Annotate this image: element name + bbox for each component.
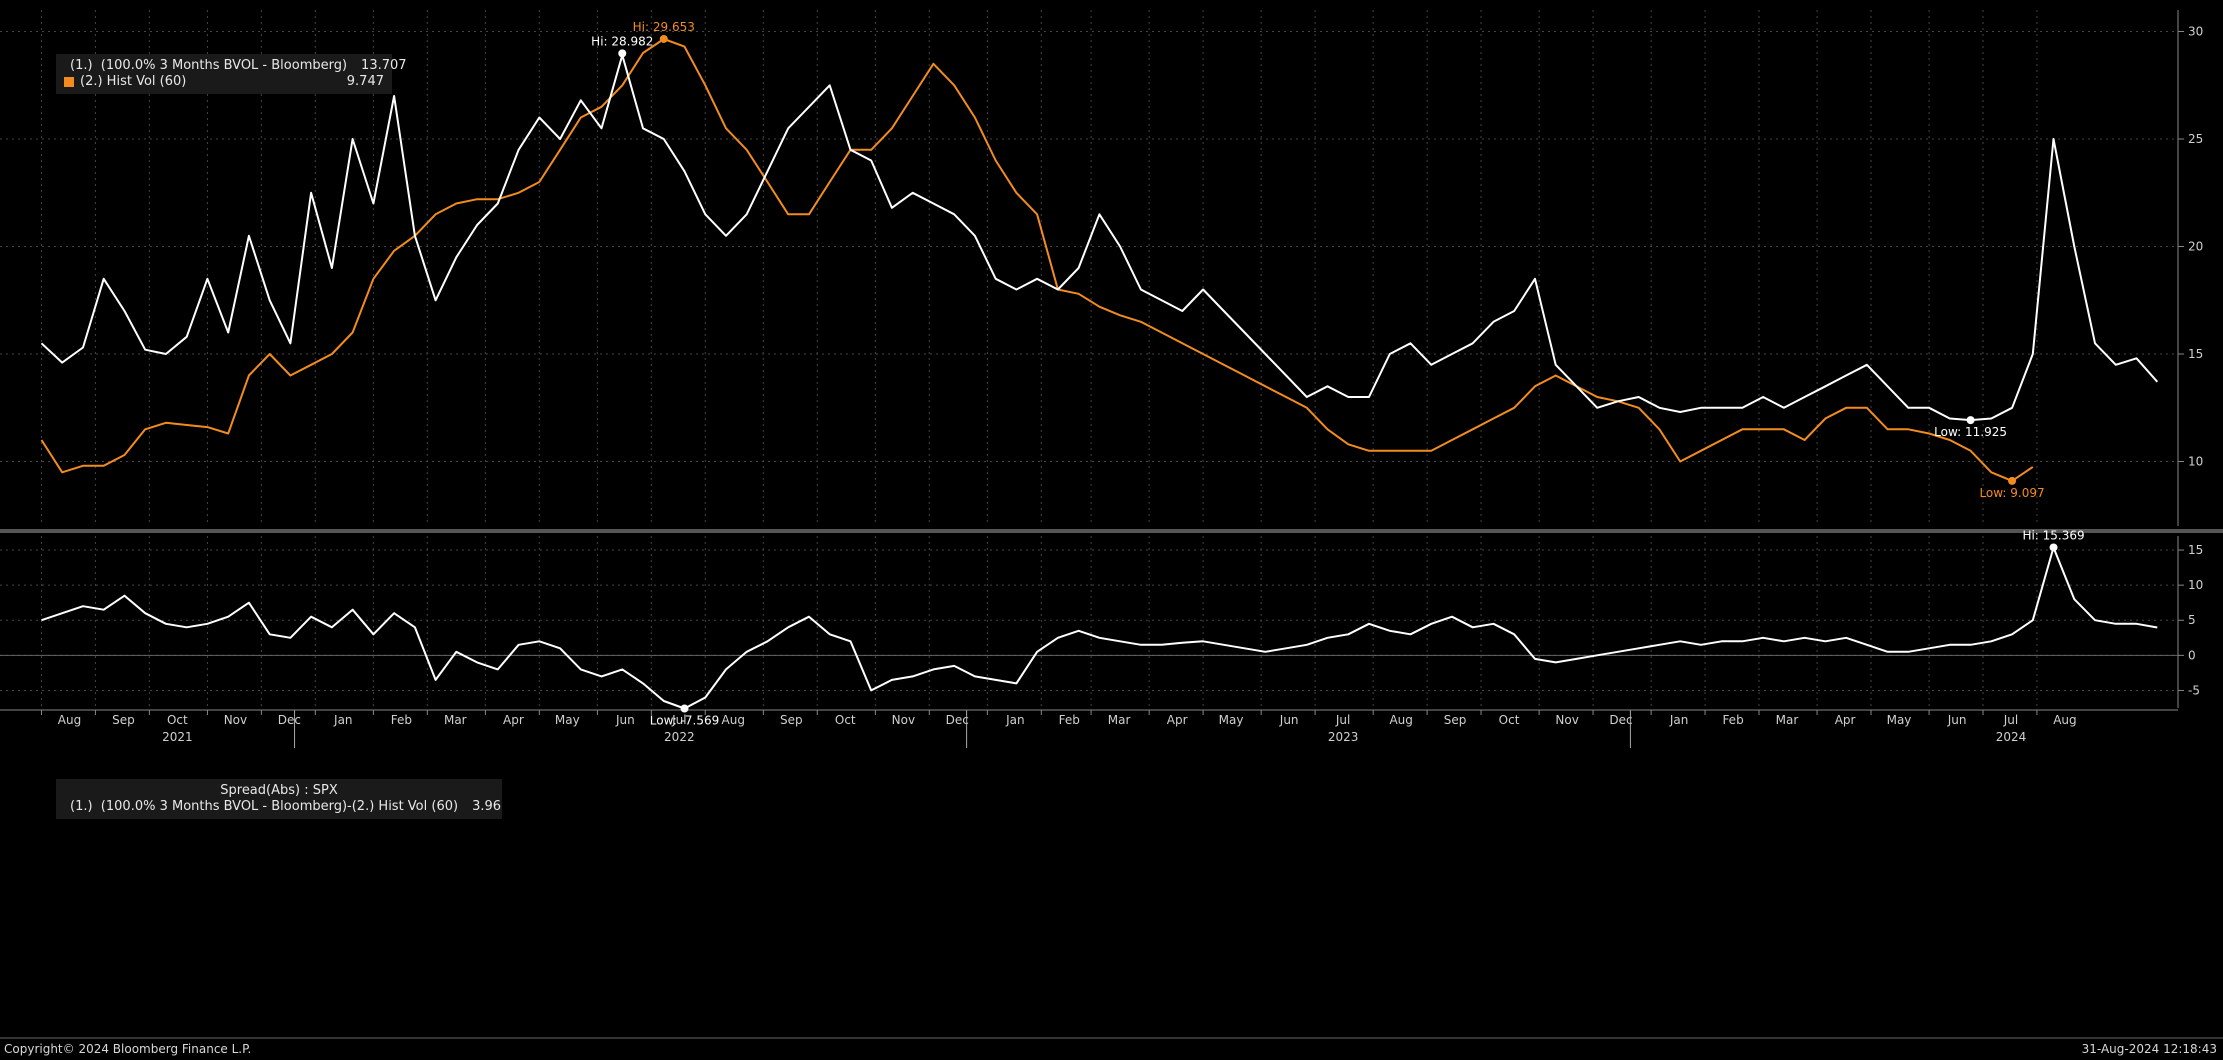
x-tick-label-23: Jul: [1335, 713, 1350, 727]
spread-title: Spread(Abs) : SPX: [220, 783, 338, 798]
legend-value-spread: 3.96: [472, 799, 502, 814]
x-tick-label-27: Nov: [1555, 713, 1578, 727]
legend-swatch-histvol: [64, 77, 74, 87]
x-tick-label-34: Jun: [1947, 713, 1967, 727]
x-tick-label-18: Feb: [1059, 713, 1080, 727]
bottom-legend: Spread(Abs) : SPX (1.) (100.0% 3 Months …: [56, 779, 502, 819]
vol-y-tick-label-2: 20: [2188, 240, 2203, 254]
vol-annotation-marker-0: [618, 49, 627, 58]
spread-y-tick-label-2: 5: [2188, 613, 2196, 627]
x-tick-label-20: Apr: [1167, 713, 1188, 727]
vol-annotation-marker-3: [2008, 476, 2017, 485]
x-tick-label-14: Oct: [835, 713, 856, 727]
x-tick-label-36: Aug: [2053, 713, 2076, 727]
spread-series-line-0: [41, 546, 2158, 710]
spread-y-tick-label-3: 10: [2188, 578, 2203, 592]
timestamp-text: 31-Aug-2024 12:18:43: [2081, 1042, 2217, 1056]
x-tick-label-21: May: [1219, 713, 1244, 727]
x-tick-label-30: Feb: [1722, 713, 1743, 727]
vol-series-line-0: [40, 54, 2159, 422]
year-label-3: 2024: [1996, 730, 2027, 744]
vol-annotation-label-2: Low: 11.925: [1934, 425, 2007, 439]
spread-annotation-marker-1: [680, 704, 689, 713]
x-tick-label-2: Oct: [167, 713, 188, 727]
legend-entry-histvol: (2.) Hist Vol (60) 9.747: [64, 74, 384, 90]
legend-entry-bvol: (1.) (100.0% 3 Months BVOL - Bloomberg) …: [64, 58, 407, 74]
x-tick-label-13: Sep: [780, 713, 803, 727]
x-tick-label-32: Apr: [1835, 713, 1856, 727]
x-tick-label-3: Nov: [224, 713, 247, 727]
legend-value-bvol: 13.707: [361, 58, 407, 73]
x-tick-label-19: Mar: [1108, 713, 1131, 727]
vol-y-tick-label-3: 25: [2188, 132, 2203, 146]
vol-annotation-label-0: Hi: 28.982: [591, 34, 653, 48]
x-tick-label-15: Nov: [892, 713, 915, 727]
vol-y-tick-label-0: 10: [2188, 455, 2203, 469]
spread-y-tick-label-4: 15: [2188, 543, 2203, 557]
x-tick-label-17: Jan: [1005, 713, 1025, 727]
x-tick-label-24: Aug: [1389, 713, 1412, 727]
legend-label-bvol: (1.) (100.0% 3 Months BVOL - Bloomberg): [70, 58, 348, 73]
vol-annotation-marker-1: [659, 34, 668, 43]
vol-y-tick-label-4: 30: [2188, 25, 2203, 39]
panel-separator: [0, 529, 2223, 533]
copyright-text: Copyright© 2024 Bloomberg Finance L.P.: [4, 1042, 252, 1056]
x-tick-label-35: Jul: [2003, 713, 2018, 727]
x-tick-label-11: Jul: [671, 713, 686, 727]
spread-y-tick-label-1: 0: [2188, 648, 2196, 662]
x-tick-label-28: Dec: [1609, 713, 1632, 727]
x-tick-label-1: Sep: [112, 713, 135, 727]
x-tick-label-5: Jan: [333, 713, 353, 727]
x-tick-label-25: Sep: [1444, 713, 1467, 727]
spread-annotation-label-1: Low: -7.569: [650, 713, 720, 727]
x-tick-label-33: May: [1887, 713, 1912, 727]
year-label-1: 2022: [664, 730, 695, 744]
x-tick-label-26: Oct: [1499, 713, 1520, 727]
legend-label-histvol: (2.) Hist Vol (60): [80, 74, 187, 89]
x-tick-label-12: Aug: [722, 713, 745, 727]
x-tick-label-10: Jun: [615, 713, 635, 727]
x-tick-label-4: Dec: [278, 713, 301, 727]
top-legend: (1.) (100.0% 3 Months BVOL - Bloomberg) …: [56, 54, 407, 94]
x-tick-label-8: Apr: [503, 713, 524, 727]
x-tick-label-7: Mar: [444, 713, 467, 727]
legend-entry-spread: (1.) (100.0% 3 Months BVOL - Bloomberg)-…: [64, 799, 501, 815]
spread-annotation-label-0: Hi: 15.369: [2022, 528, 2084, 542]
legend-value-histvol: 9.747: [346, 74, 384, 89]
x-tick-label-31: Mar: [1776, 713, 1799, 727]
x-tick-label-22: Jun: [1279, 713, 1299, 727]
footer: Copyright© 2024 Bloomberg Finance L.P. 3…: [0, 1038, 2223, 1060]
x-tick-label-6: Feb: [391, 713, 412, 727]
spread-annotation-marker-0: [2049, 543, 2058, 552]
vol-annotation-label-3: Low: 9.097: [1979, 486, 2044, 500]
legend-label-spread: (1.) (100.0% 3 Months BVOL - Bloomberg)-…: [70, 799, 459, 814]
x-tick-label-9: May: [555, 713, 580, 727]
x-tick-label-29: Jan: [1669, 713, 1689, 727]
spread-y-tick-label-0: -5: [2188, 683, 2200, 697]
vol-annotation-label-1: Hi: 29.653: [633, 20, 695, 34]
year-label-2: 2023: [1328, 730, 1359, 744]
vol-annotation-marker-2: [1966, 416, 1975, 425]
vol-y-tick-label-1: 15: [2188, 347, 2203, 361]
year-label-0: 2021: [162, 730, 193, 744]
vol-series-line-1: [40, 38, 2034, 482]
x-tick-label-0: Aug: [58, 713, 81, 727]
x-tick-label-16: Dec: [946, 713, 969, 727]
